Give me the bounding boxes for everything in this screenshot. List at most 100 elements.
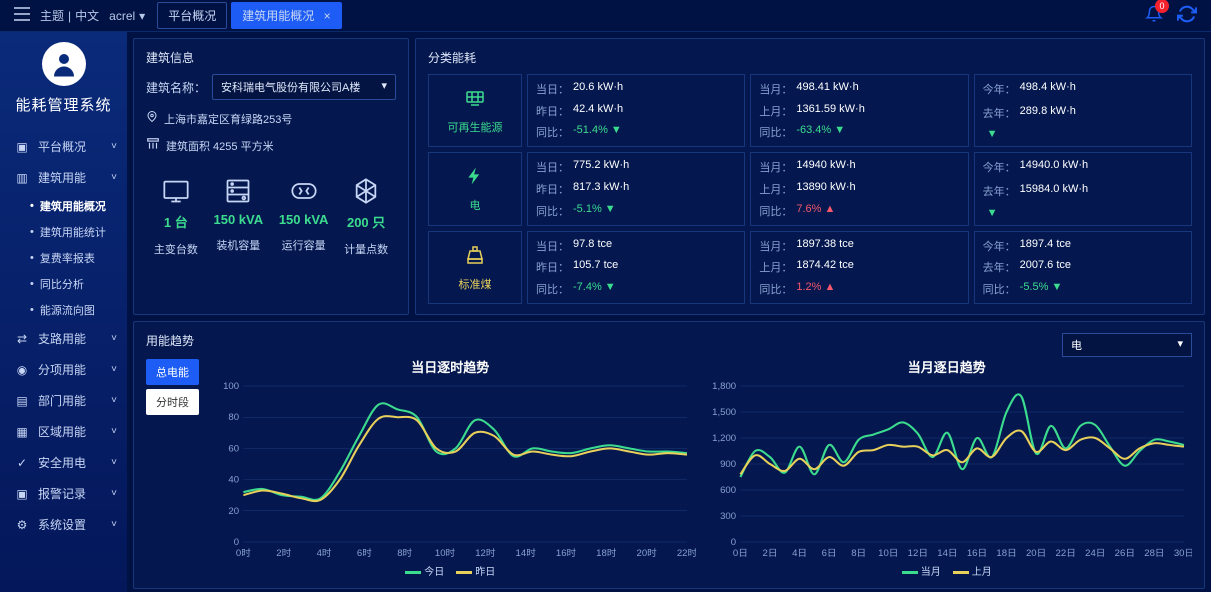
svg-text:24日: 24日 [1085, 548, 1105, 558]
sidebar-item-2[interactable]: ⇄支路用能˅ [0, 323, 127, 354]
chevron-icon: ˅ [111, 488, 117, 499]
sidebar-sub-1-2[interactable]: 复费率报表 [0, 245, 127, 271]
energy-cell-2-2: 今年：1897.4 tce 去年：2007.6 tce 同比：-5.5% ▼ [974, 231, 1192, 304]
area-line: 建筑面积 4255 平方米 [146, 137, 396, 154]
nav-icon: ◉ [14, 363, 30, 377]
svg-text:2日: 2日 [762, 548, 777, 558]
metric-label: 计量点数 [344, 241, 388, 257]
chart-daily: 当月逐日趋势 03006009001,2001,5001,8000日2日4日6日… [702, 357, 1193, 578]
chevron-icon: ˅ [111, 172, 117, 183]
svg-text:20日: 20日 [1025, 548, 1045, 558]
sidebar-sub-1-3[interactable]: 同比分析 [0, 271, 127, 297]
building-select[interactable]: 安科瑞电气股份有限公司A楼 ▾ [212, 74, 396, 100]
metric-value: 1 台 [164, 212, 188, 231]
building-select-value: 安科瑞电气股份有限公司A楼 [221, 79, 360, 95]
svg-text:10时: 10时 [435, 547, 455, 558]
metric-icon [289, 176, 319, 206]
energy-cell-1-1: 当月：14940 kW·h 上月：13890 kW·h 同比：7.6% ▲ [750, 152, 968, 225]
energy-icon [461, 86, 489, 113]
energy-rowhead-0: 可再生能源 [428, 74, 522, 147]
system-title: 能耗管理系统 [15, 94, 111, 115]
nav-icon: ▦ [14, 425, 30, 439]
sidebar: 能耗管理系统 ▣平台概况˅▥建筑用能˅建筑用能概况建筑用能统计复费率报表同比分析… [0, 32, 127, 592]
tab-platform[interactable]: 平台概况 [157, 2, 227, 29]
area-icon [146, 137, 160, 154]
nav-icon: ▣ [14, 487, 30, 501]
svg-text:8时: 8时 [397, 547, 412, 558]
nav-label: 区域用能 [38, 423, 86, 440]
theme-label[interactable]: 主题 [40, 7, 64, 24]
address-line: 上海市嘉定区育绿路253号 [146, 110, 396, 127]
svg-text:12时: 12时 [475, 547, 495, 558]
sidebar-sub-1-4[interactable]: 能源流向图 [0, 297, 127, 323]
nav-label: 报警记录 [38, 485, 86, 502]
metric-1: 150 kVA装机容量 [214, 176, 264, 257]
svg-text:0时: 0时 [236, 547, 251, 558]
sidebar-item-0[interactable]: ▣平台概况˅ [0, 131, 127, 162]
nav-icon: ⚙ [14, 518, 30, 532]
svg-text:0: 0 [730, 537, 735, 547]
chart1-title: 当日逐时趋势 [205, 357, 696, 376]
chart-hourly: 当日逐时趋势 0204060801000时2时4时6时8时10时12时14时16… [205, 357, 696, 578]
lang-label[interactable]: 中文 [75, 7, 99, 24]
trend-title: 用能趋势 [146, 332, 194, 349]
svg-text:900: 900 [720, 459, 736, 469]
sidebar-item-3[interactable]: ◉分项用能˅ [0, 354, 127, 385]
energy-cell-1-0: 当日：775.2 kW·h 昨日：817.3 kW·h 同比：-5.1% ▼ [527, 152, 745, 225]
svg-text:600: 600 [720, 485, 736, 495]
svg-text:60: 60 [228, 444, 239, 454]
svg-text:300: 300 [720, 511, 736, 521]
nav-label: 部门用能 [38, 392, 86, 409]
sidebar-sub-1-1[interactable]: 建筑用能统计 [0, 219, 127, 245]
energy-rowhead-label: 可再生能源 [448, 119, 503, 135]
energy-cell-2-0: 当日：97.8 tce 昨日：105.7 tce 同比：-7.4% ▼ [527, 231, 745, 304]
btn-timed[interactable]: 分时段 [146, 389, 199, 415]
nav-label: 建筑用能 [38, 169, 86, 186]
sidebar-item-7[interactable]: ▣ 报警记录 ˅ [0, 478, 127, 509]
svg-text:0: 0 [234, 537, 239, 547]
energy-rowhead-label: 电 [470, 197, 481, 213]
user-label[interactable]: acrel [109, 9, 135, 23]
sidebar-item-6[interactable]: ✓安全用电˅ [0, 447, 127, 478]
energy-title: 分类能耗 [428, 49, 1192, 66]
sidebar-item-5[interactable]: ▦ 区域用能 ˅ [0, 416, 127, 447]
svg-text:4日: 4日 [792, 548, 807, 558]
tab-building-energy[interactable]: 建筑用能概况 × [231, 2, 341, 29]
trend-select-value: 电 [1071, 337, 1082, 353]
svg-text:1,500: 1,500 [712, 407, 736, 417]
header-tabs: 平台概况 建筑用能概况 × [157, 2, 341, 29]
sidebar-item-1[interactable]: ▥建筑用能˅ [0, 162, 127, 193]
svg-text:30日: 30日 [1173, 548, 1192, 558]
svg-text:0日: 0日 [732, 548, 747, 558]
metric-label: 装机容量 [216, 237, 260, 253]
svg-text:1,200: 1,200 [712, 433, 736, 443]
metric-3: 200 只计量点数 [344, 176, 388, 257]
svg-text:1,800: 1,800 [712, 381, 736, 391]
bell-icon[interactable]: 0 [1145, 5, 1163, 26]
close-icon[interactable]: × [324, 9, 331, 23]
energy-rowhead-2: 标准煤 [428, 231, 522, 304]
avatar[interactable] [42, 42, 86, 86]
energy-icon [462, 243, 488, 270]
svg-text:16时: 16时 [556, 547, 576, 558]
hamburger-icon[interactable] [14, 7, 30, 24]
sidebar-item-8[interactable]: ⚙系统设置˅ [0, 509, 127, 540]
nav-icon: ✓ [14, 456, 30, 470]
btn-total-energy[interactable]: 总电能 [146, 359, 199, 385]
nav-icon: ⇄ [14, 332, 30, 346]
chevron-icon: ˅ [111, 519, 117, 530]
chevron-icon: ˅ [111, 426, 117, 437]
metric-icon [352, 176, 380, 206]
metric-value: 200 只 [347, 212, 385, 231]
sidebar-item-4[interactable]: ▤部门用能˅ [0, 385, 127, 416]
sidebar-sub-1-0[interactable]: 建筑用能概况 [0, 193, 127, 219]
address-text: 上海市嘉定区育绿路253号 [164, 111, 292, 127]
notif-badge: 0 [1155, 0, 1169, 13]
svg-text:14时: 14时 [516, 547, 536, 558]
nav-label: 分项用能 [38, 361, 86, 378]
chevron-down-icon: ▾ [1177, 337, 1183, 353]
trend-select[interactable]: 电 ▾ [1062, 333, 1192, 357]
metric-label: 运行容量 [282, 237, 326, 253]
refresh-icon[interactable] [1177, 4, 1197, 27]
metric-label: 主变台数 [154, 241, 198, 257]
